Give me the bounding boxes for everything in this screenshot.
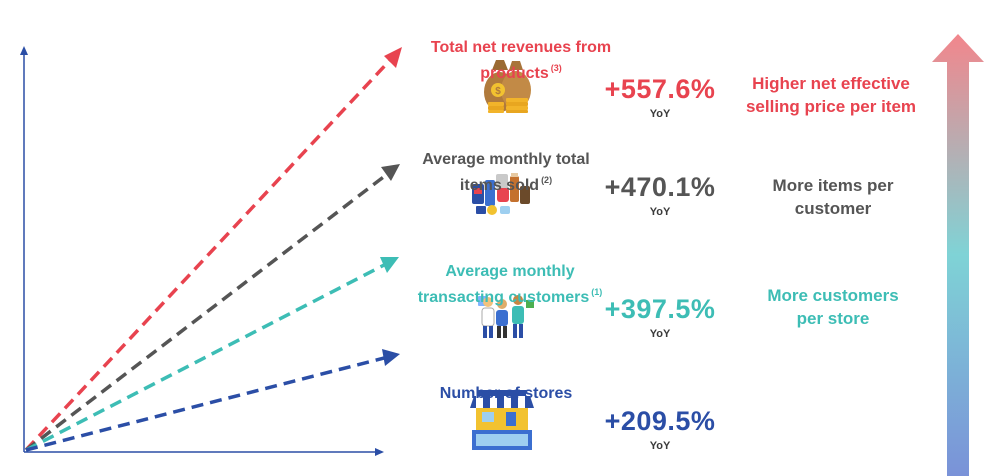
label-stores: Number of stores bbox=[406, 364, 606, 404]
axes bbox=[20, 46, 384, 456]
label-customers-text: Average monthly transacting customers bbox=[417, 263, 590, 306]
storefront-icon bbox=[470, 390, 534, 450]
arrow-stores-head bbox=[382, 349, 400, 366]
svg-text:$: $ bbox=[495, 86, 501, 97]
products-icon bbox=[472, 173, 530, 215]
arrow-customers bbox=[25, 261, 389, 452]
label-items-text: Average monthly total items sold bbox=[422, 151, 590, 194]
change-stores: +209.5% bbox=[604, 406, 716, 436]
gradient-arrow-shape bbox=[932, 34, 984, 476]
label-customers: Average monthly transacting customers (1) bbox=[400, 242, 620, 308]
growth-arrows bbox=[24, 47, 402, 452]
arrow-items bbox=[24, 170, 392, 452]
explanation-revenue: Higher net effective selling price per i… bbox=[745, 74, 917, 116]
explanation-items: More items per customer bbox=[772, 176, 894, 218]
arrow-revenue bbox=[24, 56, 394, 452]
y-axis-arrowhead bbox=[20, 46, 28, 55]
label-items: Average monthly total items sold (2) bbox=[406, 130, 606, 196]
money-bags-icon: $ bbox=[484, 60, 531, 113]
label-stores-text: Number of stores bbox=[439, 385, 573, 402]
yoy-customers: YoY bbox=[649, 328, 671, 340]
arrow-items-head bbox=[381, 164, 400, 181]
arrow-customers-head bbox=[380, 257, 399, 273]
customers-icon bbox=[478, 295, 534, 338]
label-revenue-text: Total net revenues from products bbox=[430, 39, 612, 82]
gradient-arrow bbox=[932, 34, 984, 476]
label-items-footnote: (2) bbox=[541, 175, 553, 185]
yoy-revenue: YoY bbox=[649, 108, 671, 120]
arrow-stores bbox=[25, 355, 389, 452]
change-items: +470.1% bbox=[604, 172, 716, 202]
change-revenue: +557.6% bbox=[604, 74, 716, 104]
explanation-customers: More customers per store bbox=[767, 286, 899, 328]
x-axis-arrowhead bbox=[375, 448, 384, 456]
label-revenue: Total net revenues from products (3) bbox=[396, 18, 646, 84]
arrow-revenue-head bbox=[384, 47, 402, 68]
yoy-stores: YoY bbox=[649, 440, 671, 452]
yoy-items: YoY bbox=[649, 206, 671, 218]
change-customers: +397.5% bbox=[604, 294, 716, 324]
label-customers-footnote: (1) bbox=[591, 287, 603, 297]
label-revenue-footnote: (3) bbox=[550, 63, 562, 73]
